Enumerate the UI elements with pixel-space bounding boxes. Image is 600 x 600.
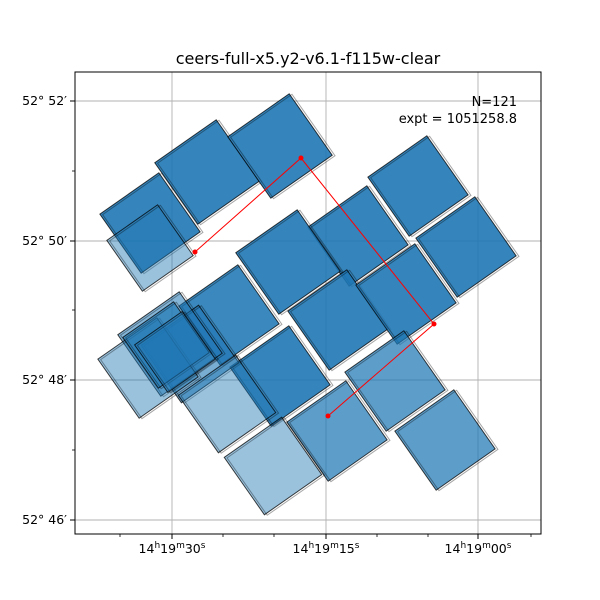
y-tick-label-1: 52° 48′	[22, 372, 67, 387]
footprint-tile-edge-12	[288, 380, 391, 483]
footprint-tile-edge-3	[369, 135, 472, 238]
footprint-tile-11	[344, 330, 446, 432]
footprint-tile-4	[415, 196, 517, 298]
axis-ticks	[70, 100, 532, 539]
chart-title: ceers-full-x5.y2-v6.1-f115w-clear	[176, 49, 441, 68]
footprint-tile-9	[355, 243, 457, 345]
path-vertex-0	[192, 249, 198, 255]
footprint-tile-edge-14	[108, 204, 197, 293]
path-vertex-3	[325, 413, 331, 419]
footprint-tile-2	[227, 93, 333, 199]
exposure-annotation: expt = 1051258.8	[399, 112, 517, 127]
footprint-tile-14	[106, 204, 194, 292]
footprint-tile-3	[367, 135, 469, 237]
exposure-footprints	[97, 93, 520, 516]
footprint-tile-edge-2	[229, 93, 336, 200]
path-line	[194, 157, 435, 417]
footprint-tile-20	[177, 354, 277, 454]
footprint-tile-19	[133, 310, 217, 394]
plot-frame	[74, 71, 542, 535]
y-tick-labels: 52° 46′ 52° 48′ 52° 50′ 52° 52′	[22, 93, 67, 527]
pointing-path	[192, 155, 437, 419]
x-tick-label-0: 14h19m30s	[139, 541, 206, 556]
footprint-tile-edge-13	[396, 389, 499, 492]
footprint-tile-10	[229, 325, 331, 427]
count-annotation: N=121	[472, 95, 517, 110]
footprint-tile-edge-10	[231, 325, 334, 428]
footprint-tile-edge-20	[180, 355, 280, 454]
footprint-tile-edge-9	[357, 243, 460, 346]
footprint-tile-12	[286, 380, 388, 482]
x-tick-label-1: 14h19m15s	[293, 541, 360, 556]
footprint-tile-6	[235, 209, 341, 315]
footprint-tile-edge-11	[346, 330, 449, 433]
y-tick-label-0: 52° 46′	[22, 512, 67, 527]
footprint-tile-13	[394, 389, 496, 491]
y-tick-label-2: 52° 50′	[22, 233, 67, 248]
footprint-tile-edge-4	[417, 196, 520, 299]
y-tick-label-3: 52° 52′	[22, 93, 67, 108]
x-tick-label-2: 14h19m00s	[445, 541, 512, 556]
footprint-tile-edge-16	[119, 291, 226, 398]
footprint-tile-21	[223, 416, 323, 516]
path-vertex-1	[298, 155, 304, 161]
footprint-tile-0	[99, 172, 201, 274]
footprint-tile-edge-21	[226, 417, 326, 516]
x-tick-labels: 14h19m30s 14h19m15s 14h19m00s	[139, 541, 512, 556]
footprint-tile-edge-6	[237, 209, 344, 316]
footprint-tile-edge-19	[136, 311, 219, 394]
path-vertex-2	[431, 321, 437, 327]
